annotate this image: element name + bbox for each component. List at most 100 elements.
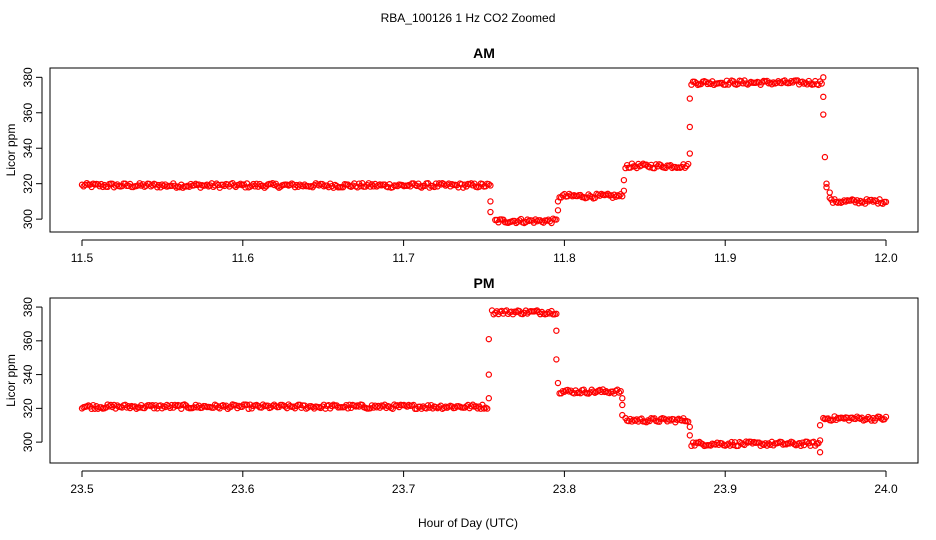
- data-point: [619, 401, 626, 409]
- data-point: [615, 389, 623, 396]
- panel-title-am: AM: [473, 45, 495, 61]
- x-tick-label: 23.5: [70, 482, 94, 496]
- data-point: [485, 335, 493, 343]
- x-axis-label: Hour of Day (UTC): [418, 516, 518, 530]
- data-point: [530, 219, 538, 226]
- data-point: [686, 150, 694, 157]
- data-point: [685, 160, 692, 168]
- y-tick-label: 340: [21, 364, 35, 384]
- x-tick-label: 11.8: [553, 251, 576, 265]
- data-point: [256, 180, 263, 188]
- data-point: [484, 405, 491, 412]
- x-tick-label: 11.7: [392, 251, 415, 265]
- data-point: [133, 405, 140, 412]
- data-point: [344, 405, 352, 412]
- data-point: [821, 153, 829, 161]
- data-point: [487, 182, 494, 189]
- data-point: [816, 422, 824, 429]
- data-point: [820, 93, 827, 101]
- main-title: RBA_100126 1 Hz CO2 Zoomed: [381, 11, 556, 25]
- data-point: [431, 183, 438, 191]
- data-point: [617, 388, 624, 395]
- data-point: [553, 327, 560, 334]
- x-tick-label: 23.9: [714, 482, 738, 496]
- data-point: [686, 123, 694, 131]
- data-point: [826, 194, 833, 202]
- data-point: [219, 402, 227, 409]
- data-point: [554, 198, 562, 205]
- data-point: [726, 442, 734, 449]
- plot-box: [49, 67, 919, 233]
- x-tick-label: 23.6: [231, 482, 255, 496]
- data-point: [543, 310, 550, 318]
- data-point: [588, 193, 595, 201]
- y-tick-label: 320: [21, 398, 35, 418]
- data-point: [823, 180, 830, 187]
- data-point: [178, 405, 185, 412]
- y-tick-label: 300: [21, 209, 35, 229]
- x-tick-label: 23.8: [553, 482, 577, 496]
- data-point: [612, 193, 620, 200]
- data-point: [820, 111, 827, 118]
- y-tick-label: 360: [21, 102, 35, 122]
- data-point: [651, 164, 658, 172]
- plot-box: [49, 297, 919, 464]
- data-point: [553, 310, 560, 318]
- data-point: [90, 401, 97, 409]
- data-point: [876, 196, 883, 203]
- data-point: [681, 164, 689, 171]
- data-point: [354, 184, 361, 191]
- data-point: [686, 423, 694, 431]
- data-point: [686, 95, 694, 102]
- data-point: [619, 411, 626, 419]
- data-point: [553, 356, 560, 363]
- data-point: [620, 176, 628, 184]
- data-point: [469, 401, 476, 408]
- x-tick-label: 24.0: [874, 482, 898, 496]
- data-point: [741, 77, 748, 84]
- data-point: [365, 180, 372, 187]
- data-point: [485, 395, 493, 402]
- x-tick-label: 23.7: [392, 482, 416, 496]
- data-point: [553, 216, 560, 223]
- data-point: [818, 80, 825, 87]
- data-point: [619, 395, 626, 402]
- data-point: [820, 74, 827, 81]
- data-point: [237, 180, 244, 187]
- data-point: [688, 442, 695, 450]
- x-tick-label: 11.5: [71, 251, 94, 265]
- panel-title-pm: PM: [474, 275, 495, 291]
- data-point: [643, 418, 650, 426]
- data-point: [823, 184, 830, 191]
- data-point: [471, 180, 478, 187]
- data-point: [487, 198, 494, 205]
- data-point: [554, 207, 562, 214]
- data-point: [797, 442, 804, 449]
- data-point: [83, 179, 91, 187]
- data-point: [485, 371, 493, 378]
- data-point: [418, 184, 425, 191]
- data-point: [517, 215, 525, 223]
- data-point: [619, 193, 626, 200]
- data-point: [686, 432, 694, 439]
- data-point: [816, 449, 824, 456]
- panel-am: AM 11.5 11.6 11.7 11.8 11.9 12.0 300 320 340 360 38…: [4, 45, 919, 265]
- y-tick-label: 300: [21, 432, 35, 452]
- data-points: [78, 307, 890, 456]
- x-tick-label: 11.6: [232, 251, 255, 265]
- y-tick-label: 320: [21, 173, 35, 193]
- data-point: [487, 208, 494, 216]
- data-points: [78, 74, 890, 227]
- data-point: [554, 379, 562, 387]
- y-tick-label: 380: [21, 67, 35, 87]
- y-axis-label: Licor ppm: [4, 354, 18, 407]
- data-point: [857, 197, 864, 205]
- panels: AM 11.5 11.6 11.7 11.8 11.9 12.0 300 320 340 360 38…: [4, 45, 919, 496]
- x-tick-label: 12.0: [874, 251, 898, 265]
- y-axis-label: Licor ppm: [4, 124, 18, 177]
- panel-pm: PM 23.5 23.6 23.7 23.8 23.9 24.0 300 320 340 360 38…: [4, 275, 919, 496]
- y-tick-label: 380: [21, 297, 35, 317]
- data-point: [828, 196, 835, 203]
